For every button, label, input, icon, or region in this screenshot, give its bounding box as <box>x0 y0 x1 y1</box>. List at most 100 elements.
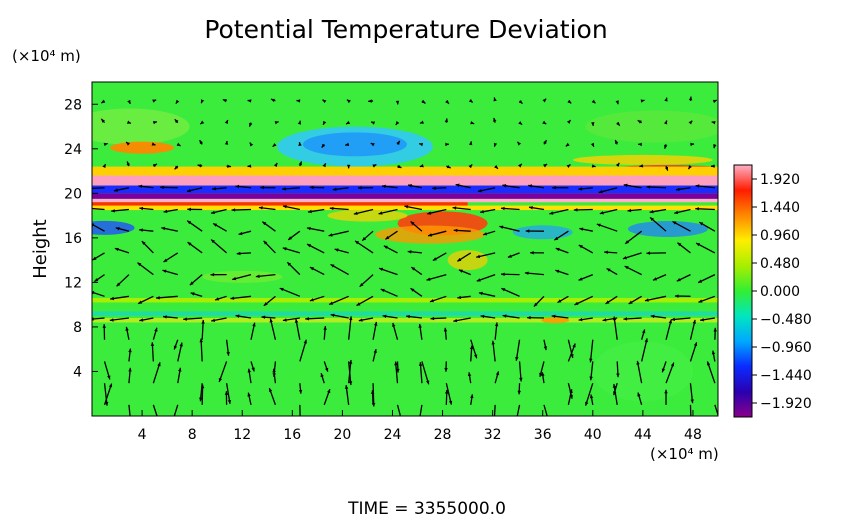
wind-vector-head <box>176 142 181 146</box>
wind-vector-head <box>663 120 668 125</box>
wind-vector-shaft <box>103 383 108 406</box>
wind-vector-head <box>279 287 284 292</box>
band-red <box>92 202 468 207</box>
wind-vector-shaft <box>613 316 618 340</box>
wind-vector-head <box>570 354 574 359</box>
wind-vector-head <box>574 301 579 305</box>
wind-vector-head <box>483 232 488 236</box>
wind-vector-head <box>493 117 497 122</box>
wind-vector-head <box>711 121 716 125</box>
wind-vector-head <box>307 209 312 214</box>
wind-vector-head <box>392 322 396 327</box>
wind-vector-head <box>623 183 628 188</box>
wind-vector-head <box>469 345 474 350</box>
wind-vector-head <box>379 267 384 272</box>
band-yellow-upper <box>92 166 718 176</box>
wind-vector-shaft <box>218 361 228 383</box>
wind-vector-head <box>189 281 194 286</box>
wind-vector-head <box>418 362 423 366</box>
wind-vector-head <box>298 142 302 146</box>
wind-vector-head <box>539 372 543 377</box>
wind-vector-head <box>445 99 449 104</box>
wind-vector-head <box>637 120 642 124</box>
wind-vector-head <box>110 296 114 301</box>
colorbar-tick-label: −1.440 <box>760 368 812 384</box>
wind-vector-head <box>641 329 646 334</box>
wind-vector-head <box>429 298 434 303</box>
wind-vector-head <box>224 120 228 125</box>
wind-vector-head <box>329 301 334 305</box>
wind-vector-head <box>613 391 617 396</box>
wind-vector-head <box>247 99 252 103</box>
wind-vector-head <box>163 209 168 214</box>
wind-vector-head <box>615 139 619 144</box>
wind-vector-head <box>197 164 202 168</box>
wind-vector-head <box>426 277 431 281</box>
wind-vector-head <box>163 258 168 263</box>
wind-vector-head <box>92 223 95 227</box>
wind-vector-head <box>533 302 538 307</box>
wind-vector-head <box>591 164 596 168</box>
wind-vector-head <box>87 207 91 210</box>
plot-frame <box>91 81 719 417</box>
wind-vector-shaft <box>348 316 352 340</box>
x-tick-label: 20 <box>333 427 351 443</box>
wind-vector-head <box>661 368 666 373</box>
wind-vector-head <box>251 367 255 372</box>
x-tick-label: 40 <box>584 427 602 443</box>
wind-vector-head <box>263 302 268 306</box>
wind-vector-shaft <box>516 404 521 416</box>
wind-vector-head <box>287 262 292 266</box>
wind-vector-shaft <box>589 339 594 363</box>
colorbar-tick-label: 0.000 <box>760 284 800 300</box>
wind-vector-head <box>94 278 99 282</box>
wind-vector-head <box>227 164 231 168</box>
wind-vector-head <box>153 120 157 125</box>
wind-vector-head <box>674 294 679 298</box>
wind-vector-head <box>162 269 167 273</box>
wind-vector-head <box>156 418 159 422</box>
band-pink-upper <box>92 175 718 186</box>
wind-vector-head <box>542 98 547 103</box>
x-tick-label: 32 <box>484 427 502 443</box>
wind-vector-head <box>432 186 436 190</box>
wind-vector-head <box>699 222 704 226</box>
wind-vector-head <box>406 314 410 319</box>
wind-vector-head <box>263 240 268 245</box>
wind-vector-head <box>235 314 240 318</box>
wind-vector-head <box>222 99 227 103</box>
wind-vector-head <box>493 97 497 102</box>
wind-vector-head <box>115 227 120 231</box>
x-axis-unit: (×10⁴ m) <box>650 445 719 463</box>
wind-vector-head <box>578 187 583 191</box>
wind-vector-head <box>152 99 157 103</box>
wind-vector-head <box>426 380 430 385</box>
upper-green <box>585 110 718 143</box>
wind-vector-head <box>578 317 583 322</box>
wind-vector-head <box>652 277 657 281</box>
wind-vector-head <box>604 250 608 255</box>
wind-vector-head <box>408 184 412 188</box>
wind-vector-head <box>309 185 314 190</box>
wind-vector-head <box>306 226 311 231</box>
wind-vector-head <box>677 242 682 247</box>
upper-warm-left <box>110 141 175 154</box>
wind-vector-head <box>407 250 412 254</box>
wind-vector-head <box>452 206 457 210</box>
x-tick-label: 4 <box>138 427 147 443</box>
wind-vector-head <box>596 223 601 227</box>
wind-vector-head <box>706 361 711 366</box>
wind-vector-head <box>183 317 187 321</box>
x-tick-label: 8 <box>188 427 197 443</box>
wind-vector-shaft <box>596 223 618 232</box>
wind-vector-shaft <box>92 187 105 190</box>
wind-vector-head <box>473 354 478 359</box>
wind-vector-head <box>236 251 241 256</box>
wind-vector-head <box>639 164 644 168</box>
wind-vector-head <box>640 99 645 103</box>
wind-vector-head <box>396 368 400 373</box>
wind-vector-head <box>323 326 327 330</box>
wind-vector-head <box>138 300 143 304</box>
wind-vector-head <box>309 298 314 302</box>
